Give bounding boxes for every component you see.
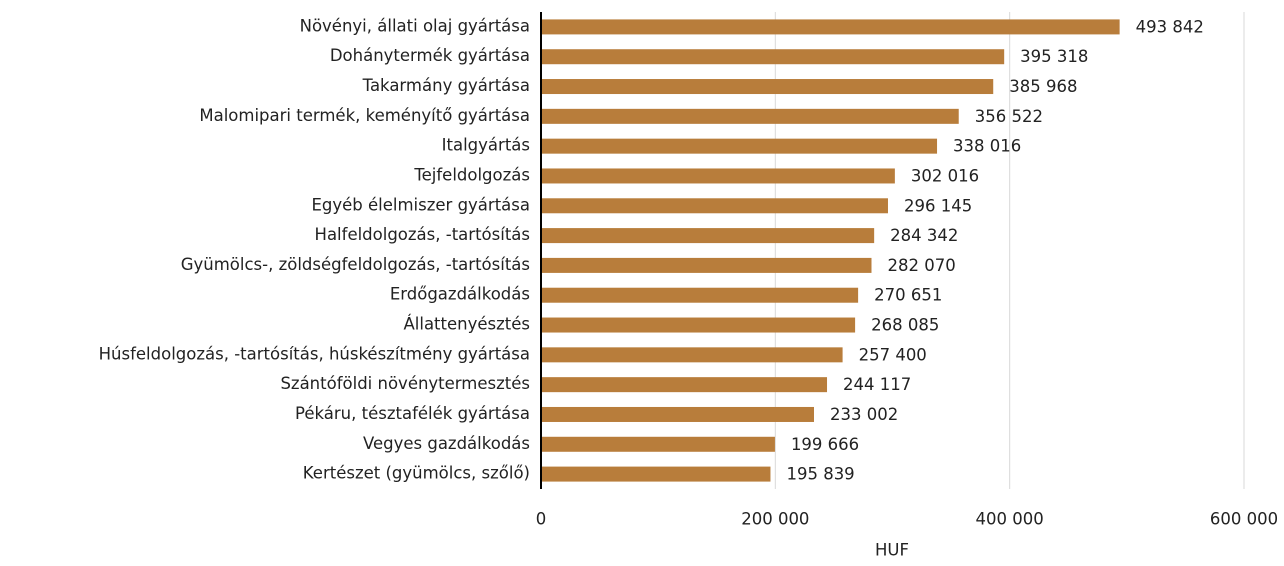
value-label: 233 002 — [830, 405, 898, 424]
bar — [541, 317, 856, 333]
x-axis-label: HUF — [875, 541, 909, 560]
bar — [541, 436, 775, 452]
bar — [541, 79, 994, 95]
value-label: 282 070 — [887, 256, 955, 275]
value-label: 199 666 — [791, 435, 859, 454]
value-label: 302 016 — [911, 166, 979, 185]
y-tick-label: Szántóföldi növénytermesztés — [280, 374, 530, 393]
value-label: 356 522 — [975, 107, 1043, 126]
value-label: 257 400 — [859, 345, 927, 364]
y-tick-label: Dohánytermék gyártása — [330, 46, 530, 65]
y-tick-label: Halfeldolgozás, -tartósítás — [315, 225, 530, 244]
y-tick-label: Vegyes gazdálkodás — [363, 434, 530, 453]
y-tick-label: Italgyártás — [442, 136, 530, 155]
y-tick-label: Kertészet (gyümölcs, szőlő) — [303, 464, 530, 483]
bar — [541, 19, 1120, 35]
y-tick-label: Pékáru, tésztafélék gyártása — [295, 404, 530, 423]
y-tick-label: Húsfeldolgozás, -tartósítás, húskészítmé… — [99, 344, 530, 363]
bar — [541, 257, 872, 273]
x-tick-label: 600 000 — [1210, 510, 1278, 529]
y-tick-label: Egyéb élelmiszer gyártása — [311, 195, 530, 214]
value-label: 270 651 — [874, 286, 942, 305]
value-label: 244 117 — [843, 375, 911, 394]
bar — [541, 138, 938, 154]
y-tick-label: Erdőgazdálkodás — [390, 285, 530, 304]
bar — [541, 108, 959, 124]
value-label: 268 085 — [871, 316, 939, 335]
y-tick-label: Gyümölcs-, zöldségfeldolgozás, -tartósít… — [181, 255, 530, 274]
x-tick-label: 400 000 — [976, 510, 1044, 529]
x-tick-label: 0 — [536, 510, 547, 529]
x-tick-label: 200 000 — [741, 510, 809, 529]
bar — [541, 466, 771, 482]
y-tick-label: Tejfeldolgozás — [413, 165, 530, 184]
bar — [541, 406, 815, 422]
y-tick-label: Malomipari termék, keményítő gyártása — [199, 106, 530, 125]
value-label: 296 145 — [904, 196, 972, 215]
value-label: 338 016 — [953, 137, 1021, 156]
value-label: 195 839 — [786, 465, 854, 484]
y-tick-label: Növényi, állati olaj gyártása — [300, 16, 530, 35]
value-label: 385 968 — [1009, 77, 1077, 96]
bar — [541, 49, 1005, 65]
bar — [541, 287, 859, 303]
bar — [541, 377, 828, 393]
value-label: 395 318 — [1020, 47, 1088, 66]
bar — [541, 198, 888, 214]
value-label: 493 842 — [1136, 17, 1204, 36]
y-tick-label: Takarmány gyártása — [362, 76, 530, 95]
bar — [541, 228, 875, 244]
y-tick-label: Állattenyésztés — [403, 315, 530, 334]
value-label: 284 342 — [890, 226, 958, 245]
bar — [541, 347, 843, 363]
bar — [541, 168, 895, 184]
